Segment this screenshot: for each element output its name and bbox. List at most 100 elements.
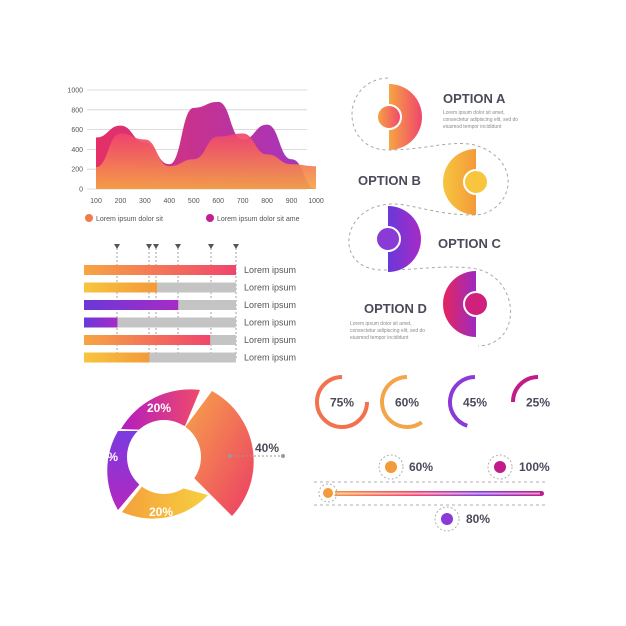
progress-track: 60% 100% 80% [314, 454, 550, 532]
bar-fill [84, 352, 150, 363]
option-c-dot [375, 226, 401, 252]
track-label-60: 60% [409, 460, 433, 474]
legend-marker-magenta [206, 214, 214, 222]
option-d-desc-3: eiusmod tempor incididunt [350, 335, 409, 341]
progress-ring-label: 25% [526, 396, 550, 410]
area-chart-x-axis: 100 200 300 400 500 600 700 800 900 1000 [90, 198, 324, 205]
option-a-dot [376, 104, 402, 130]
x-tick-label: 600 [212, 198, 224, 205]
bar-label: Lorem ipsum [244, 335, 296, 345]
bar-label: Lorem ipsum [244, 283, 296, 293]
option-a-title: OPTION A [443, 91, 506, 106]
legend-marker-orange [85, 214, 93, 222]
track-marker-80[interactable] [441, 513, 453, 525]
track-marker-60-ring [378, 454, 404, 480]
y-tick-label: 0 [79, 187, 83, 194]
bar-fill [84, 265, 236, 275]
bar-fill [84, 282, 157, 293]
track-marker-60[interactable] [385, 461, 397, 473]
track-start-handle-ring [318, 483, 338, 503]
legend-label-series-2: Lorem ipsum dolor sit ame [217, 216, 300, 223]
donut-chart: 20% 20% 20% 40% [94, 389, 285, 519]
option-a-desc-1: Lorem ipsum dolor sit amet, [443, 110, 505, 116]
option-d-half-circle [443, 271, 476, 337]
option-d-desc-2: consectetur adipiscing elit, sed do [350, 328, 425, 334]
x-tick-label: 200 [115, 198, 127, 205]
option-c-half-circle [388, 206, 421, 272]
bar-guide-arrow-icon [233, 244, 239, 249]
donut-segment-bottom [122, 480, 208, 519]
bar-fill [84, 317, 118, 328]
track-marker-80-ring [434, 506, 460, 532]
donut-label-top: 20% [147, 401, 171, 415]
donut-segment-top [121, 389, 200, 430]
x-tick-label: 500 [188, 198, 200, 205]
donut-label-bottom: 20% [149, 505, 173, 519]
bar-guide-arrow-icon [114, 244, 120, 249]
track-start-handle[interactable] [321, 486, 335, 500]
x-tick-label: 300 [139, 198, 151, 205]
area-series-1 [96, 133, 316, 189]
donut-label-right: 40% [255, 441, 279, 455]
bar-label: Lorem ipsum [244, 300, 296, 310]
x-tick-label: 700 [237, 198, 249, 205]
donut-callout-dot [228, 454, 232, 458]
bar-track [84, 352, 236, 363]
bar-guide-arrow-icon [175, 244, 181, 249]
x-tick-label: 800 [261, 198, 273, 205]
option-c-title: OPTION C [438, 236, 501, 251]
track-label-100: 100% [519, 460, 550, 474]
y-tick-label: 400 [71, 147, 83, 154]
x-tick-label: 1000 [308, 198, 324, 205]
option-d-title: OPTION D [364, 301, 427, 316]
progress-ring-arc [448, 375, 476, 428]
progress-ring-arc [315, 375, 369, 429]
track-bar-inner [332, 492, 540, 495]
bar-track [84, 282, 236, 293]
x-tick-label: 900 [286, 198, 298, 205]
area-chart-series [96, 101, 316, 189]
area-chart: 0 200 400 600 800 1000 100 200 300 400 500 600 700 8… [67, 88, 323, 224]
option-a-desc-3: eiusmod tempor incididunt [443, 124, 502, 130]
bar-fill [84, 300, 179, 310]
option-b-dot [463, 169, 489, 195]
option-b-half-circle [443, 149, 476, 215]
donut-hole [127, 420, 201, 494]
bar-label: Lorem ipsum [244, 265, 296, 275]
progress-ring-arc [511, 375, 539, 403]
options-flow: OPTION A Lorem ipsum dolor sit amet, con… [348, 77, 518, 347]
option-d-desc-1: Lorem ipsum dolor sit amet, [350, 321, 412, 327]
x-tick-label: 400 [163, 198, 175, 205]
area-chart-y-axis: 0 200 400 600 800 1000 [67, 88, 83, 194]
y-tick-label: 200 [71, 167, 83, 174]
progress-ring-label: 75% [330, 396, 354, 410]
progress-ring-label: 45% [463, 396, 487, 410]
y-tick-label: 800 [71, 107, 83, 114]
option-a-desc-2: consectetur adipiscing elit, sed do [443, 117, 518, 123]
track-marker-100[interactable] [494, 461, 506, 473]
bar-label: Lorem ipsum [244, 353, 296, 363]
track-label-80: 80% [466, 512, 490, 526]
option-b-title: OPTION B [358, 173, 421, 188]
x-tick-label: 100 [90, 198, 102, 205]
options-dashed-path [348, 77, 511, 347]
progress-ring-label: 60% [395, 396, 419, 410]
bar-guide-arrow-icon [153, 244, 159, 249]
y-tick-label: 600 [71, 127, 83, 134]
bar-label: Lorem ipsum [244, 318, 296, 328]
bar-guide-arrow-icon [146, 244, 152, 249]
donut-segment-right [183, 391, 254, 516]
bar-track [84, 317, 236, 328]
bar-fill [84, 335, 211, 345]
option-d-dot [463, 291, 489, 317]
progress-ring-arc [380, 375, 423, 429]
donut-label-left: 20% [94, 450, 118, 464]
area-chart-legend: Lorem ipsum dolor sit Lorem ipsum dolor … [85, 214, 300, 223]
track-marker-100-ring [487, 454, 513, 480]
option-a-half-circle [389, 84, 422, 150]
donut-callout-end [281, 454, 285, 458]
progress-rings: 75% 60% 45% 25% [315, 375, 550, 429]
y-tick-label: 1000 [67, 88, 83, 95]
legend-label-series-1: Lorem ipsum dolor sit [96, 216, 163, 223]
